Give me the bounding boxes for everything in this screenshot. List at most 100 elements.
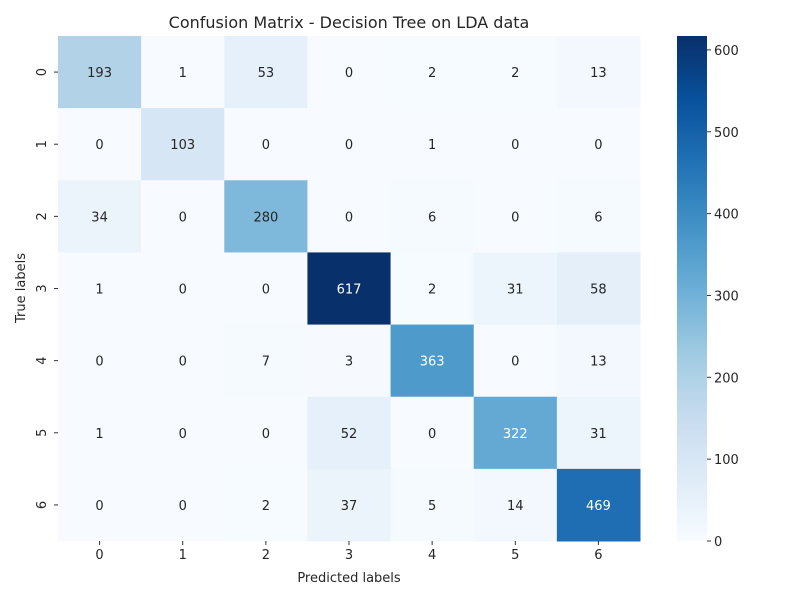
x-tick-label: 6 [594,548,602,563]
heatmap-cell [141,468,225,542]
cell-value-label: 469 [586,499,611,514]
y-tick-label: 5 [35,429,50,437]
x-axis-label: Predicted labels [297,571,401,586]
heatmap-cell [224,252,308,326]
heatmap-cell [307,108,392,181]
cell-value-label: 0 [179,427,187,442]
cell-value-label: 322 [503,427,528,442]
heatmap-cell [556,468,641,542]
heatmap-cell [58,396,142,470]
y-tick-label: 6 [35,501,50,509]
colorbar-ticks: 0 100 200 300 400 500 600 [707,44,739,550]
cell-value-label: 0 [262,283,270,298]
cell-value-label: 0 [95,499,103,514]
heatmap-cell [390,180,475,253]
heatmap-cell [473,180,558,253]
heatmap-cell [556,324,641,398]
heatmap-cell-labels: 193 1 53 0 2 2 130 103 0 0 1 0 034 0 280 0 6 0 61 0 0 617 2 31 5… [87,66,611,514]
cell-value-label: 0 [262,427,270,442]
y-tick-label: 3 [35,284,50,292]
heatmap-cell [473,324,558,398]
cell-value-label: 1 [95,283,103,298]
heatmap-cell [390,468,475,542]
cell-value-label: 37 [341,499,358,514]
heatmap-cell [141,396,225,470]
heatmap-cell [224,108,308,181]
y-tick-label: 4 [35,357,50,365]
cell-value-label: 53 [258,66,275,81]
cell-value-label: 0 [179,210,187,225]
heatmap-cell [224,36,308,109]
cell-value-label: 363 [420,355,445,370]
heatmap-cell [473,396,558,470]
cell-value-label: 0 [95,138,103,153]
heatmap-cell [58,468,142,542]
cell-value-label: 5 [428,499,436,514]
heatmap-cell [224,180,308,253]
cell-value-label: 0 [511,355,519,370]
heatmap-cell [556,108,641,181]
y-tick-label: 2 [35,212,50,220]
cell-value-label: 0 [179,283,187,298]
colorbar-tick-label: 100 [714,453,739,468]
heatmap-cell [307,252,392,326]
y-tick-label: 0 [35,68,50,76]
heatmap-cell [307,180,392,253]
heatmap-cell [473,108,558,181]
cell-value-label: 2 [262,499,270,514]
cell-value-label: 34 [91,210,108,225]
heatmap-cell [307,36,392,109]
x-tick-label: 5 [511,548,519,563]
cell-value-label: 103 [170,138,195,153]
heatmap-cell [390,36,475,109]
x-tick-label: 0 [95,548,103,563]
heatmap-cell [473,468,558,542]
heatmap-cell [307,324,392,398]
x-tick-label: 1 [179,548,187,563]
heatmap-cell [473,252,558,326]
y-axis-ticks: 0 1 2 3 4 5 6 [35,68,58,509]
heatmap-cell [58,180,142,253]
heatmap-cell [58,252,142,326]
cell-value-label: 13 [590,66,607,81]
heatmap-cell [390,324,475,398]
heatmap-cell [58,324,142,398]
cell-value-label: 0 [345,138,353,153]
heatmap-cells [58,36,641,542]
heatmap-cell [224,396,308,470]
cell-value-label: 52 [341,427,358,442]
cell-value-label: 6 [428,210,436,225]
heatmap-cell [556,180,641,253]
cell-value-label: 58 [590,283,607,298]
chart-title: Confusion Matrix - Decision Tree on LDA … [169,13,530,32]
heatmap-cell [141,108,225,181]
heatmap-cell [141,36,225,109]
heatmap-cell [390,252,475,326]
x-tick-label: 4 [428,548,436,563]
cell-value-label: 0 [95,355,103,370]
cell-value-label: 617 [337,283,362,298]
cell-value-label: 6 [594,210,602,225]
heatmap-cell [390,396,475,470]
cell-value-label: 7 [262,355,270,370]
colorbar [677,36,707,541]
cell-value-label: 0 [345,66,353,81]
heatmap-cell [141,252,225,326]
cell-value-label: 3 [345,355,353,370]
cell-value-label: 14 [507,499,524,514]
x-tick-label: 3 [345,548,353,563]
cell-value-label: 0 [179,355,187,370]
heatmap-cell [141,180,225,253]
heatmap-cell [307,468,392,542]
cell-value-label: 0 [511,138,519,153]
cell-value-label: 0 [511,210,519,225]
cell-value-label: 1 [179,66,187,81]
cell-value-label: 280 [253,210,278,225]
cell-value-label: 31 [507,283,524,298]
heatmap-cell [556,396,641,470]
heatmap-cell [556,252,641,326]
colorbar-tick-label: 0 [714,535,722,550]
cell-value-label: 0 [428,427,436,442]
cell-value-label: 13 [590,355,607,370]
y-axis-label: True labels [14,253,29,324]
